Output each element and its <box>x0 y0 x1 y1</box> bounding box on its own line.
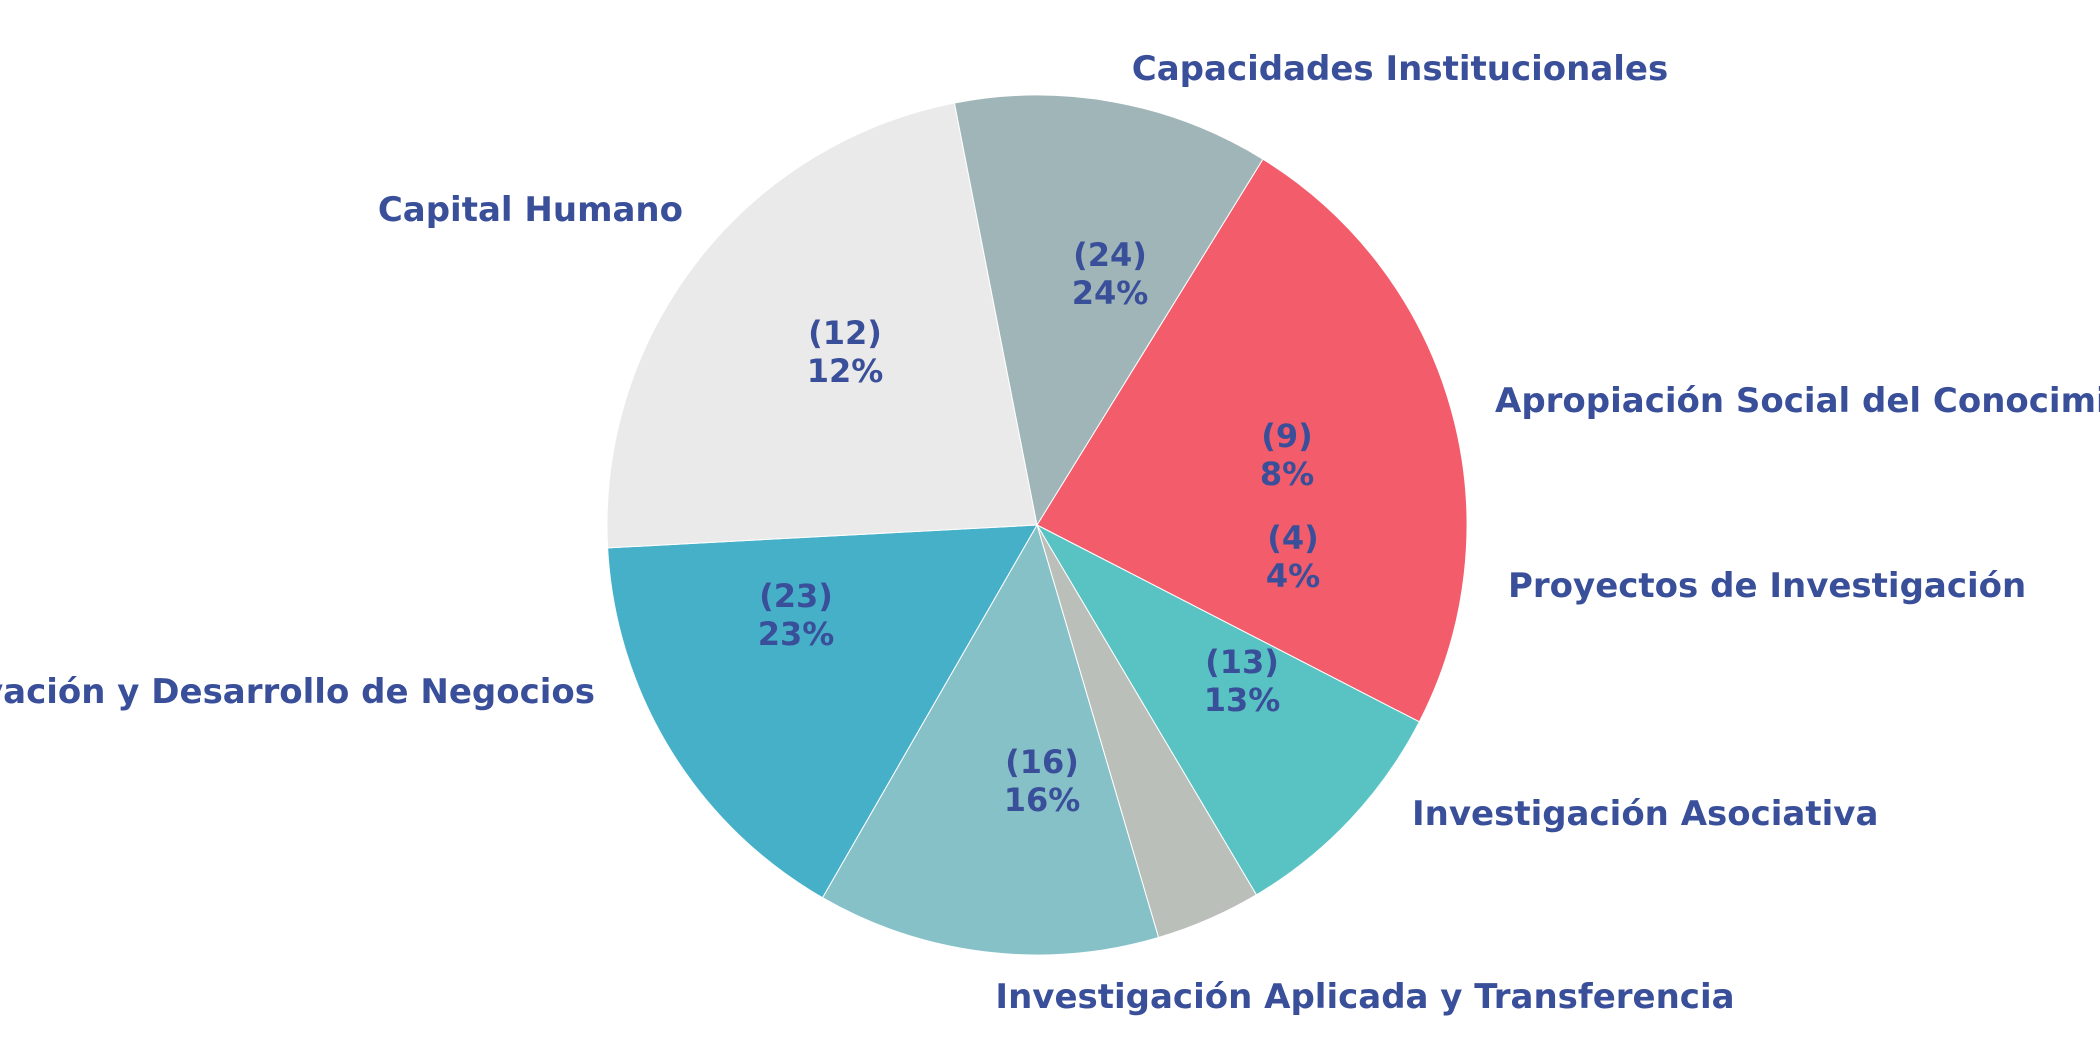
slice-value-labels: (24)24% (9)8% (4)4% (13)13% (16)16% (23)23% (1… <box>758 236 1320 819</box>
slice-category-label: Proyectos de Investigación <box>1508 566 2026 606</box>
slice-category-labels: Capacidades Institucionales Apropiación S… <box>0 49 2100 1017</box>
pie-slice <box>821 523 1160 956</box>
slice-percent-label: 13% <box>1204 681 1281 719</box>
slice-percent-label: 24% <box>1072 274 1149 312</box>
slice-category-label: Capacidades Institucionales <box>1132 49 1668 89</box>
slice-count-label: (24) <box>1073 236 1147 274</box>
pie-slice <box>1036 158 1468 723</box>
slice-count-label: (12) <box>808 314 882 352</box>
slice-percent-label: 16% <box>1004 781 1081 819</box>
slice-count-label: (23) <box>759 577 833 615</box>
slice-percent-label: 12% <box>807 352 884 390</box>
slice-count-label: (16) <box>1005 743 1079 781</box>
slice-category-label: Investigación Asociativa <box>1412 794 1878 834</box>
slice-count-label: (13) <box>1205 643 1279 681</box>
slice-percent-label: 4% <box>1266 557 1320 595</box>
pie-slice <box>606 102 1038 549</box>
slice-percent-label: 23% <box>758 615 835 653</box>
slice-percent-label: 8% <box>1260 455 1314 493</box>
slice-count-label: (9) <box>1261 417 1313 455</box>
slice-category-label: Apropiación Social del Conocimiento <box>1495 381 2100 421</box>
pie-slice <box>1035 523 1420 896</box>
pie-slice <box>607 524 1038 899</box>
slice-count-label: (4) <box>1267 519 1319 557</box>
slice-category-label: Investigación Aplicada y Transferencia <box>995 977 1734 1017</box>
pie-slice <box>953 94 1264 527</box>
slice-category-label: Capital Humano <box>378 190 683 230</box>
pie-slices <box>606 94 1468 956</box>
slice-category-label: Innovación y Desarrollo de Negocios <box>0 672 595 712</box>
